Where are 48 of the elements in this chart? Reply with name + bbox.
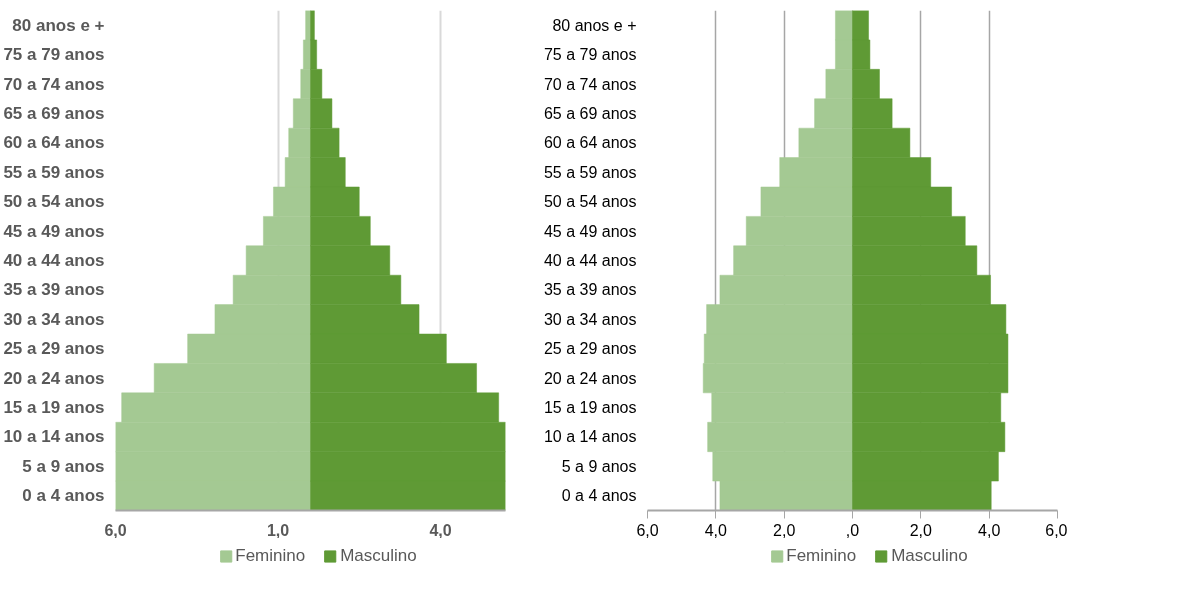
y-tick-label: 25 a 29 anos	[543, 340, 637, 358]
legend-label: Feminino	[235, 546, 306, 566]
x-tick-label: 4,0	[429, 521, 452, 539]
y-tick-label: 55 a 59 anos	[3, 162, 105, 182]
x-tick-label: ,0	[845, 521, 860, 539]
x-tick-label: 6,0	[1045, 521, 1068, 539]
y-tick-label: 45 a 49 anos	[3, 221, 105, 241]
y-tick-label: 45 a 49 anos	[543, 222, 637, 240]
y-tick-label: 20 a 24 anos	[543, 369, 637, 387]
y-tick-label: 70 a 74 anos	[3, 74, 105, 94]
x-tick-label: 4,0	[978, 521, 1001, 539]
y-tick-label: 55 a 59 anos	[543, 163, 637, 181]
y-tick-label: 20 a 24 anos	[3, 368, 105, 388]
y-tick-label: 70 a 74 anos	[543, 75, 637, 93]
y-tick-label: 60 a 64 anos	[3, 133, 105, 153]
y-tick-label: 30 a 34 anos	[3, 309, 105, 329]
y-tick-label: 15 a 19 anos	[3, 398, 105, 418]
y-tick-label: 25 a 29 anos	[3, 339, 105, 359]
y-tick-label: 15 a 19 anos	[543, 399, 637, 417]
y-tick-label: 60 a 64 anos	[543, 134, 637, 152]
y-tick-label: 10 a 14 anos	[3, 427, 105, 447]
y-tick-label: 80 anos e +	[552, 16, 637, 34]
y-tick-label: 35 a 39 anos	[543, 281, 637, 299]
y-tick-label: 5 a 9 anos	[22, 456, 105, 476]
y-tick-label: 50 a 54 anos	[543, 193, 637, 211]
y-tick-label: 40 a 44 anos	[543, 252, 637, 269]
x-tick-label: 1,0	[266, 521, 290, 539]
y-tick-label: 80 anos e +	[12, 15, 105, 35]
y-tick-label: 5 a 9 anos	[561, 457, 637, 475]
x-tick-label: 2,0	[773, 521, 796, 539]
y-tick-label: 40 a 44 anos	[3, 251, 105, 270]
legend-label: Feminino	[786, 546, 857, 566]
legend-label: Masculino	[340, 546, 417, 566]
y-tick-label: 0 a 4 anos	[22, 486, 105, 506]
x-tick-label: 4,0	[704, 521, 728, 539]
y-tick-label: 10 a 14 anos	[543, 428, 637, 446]
y-tick-label: 35 a 39 anos	[3, 280, 105, 300]
y-tick-label: 65 a 69 anos	[3, 103, 105, 123]
y-tick-label: 0 a 4 anos	[561, 487, 637, 505]
y-tick-label: 75 a 79 anos	[543, 46, 637, 64]
y-tick-label: 50 a 54 anos	[3, 192, 105, 212]
y-tick-label: 30 a 34 anos	[543, 310, 637, 328]
x-tick-label: 2,0	[909, 521, 933, 539]
x-tick-label: 6,0	[104, 521, 127, 539]
y-tick-label: 75 a 79 anos	[3, 45, 105, 65]
legend-label: Masculino	[891, 546, 968, 566]
x-tick-label: 6,0	[636, 521, 659, 539]
y-tick-label: 65 a 69 anos	[543, 104, 637, 122]
